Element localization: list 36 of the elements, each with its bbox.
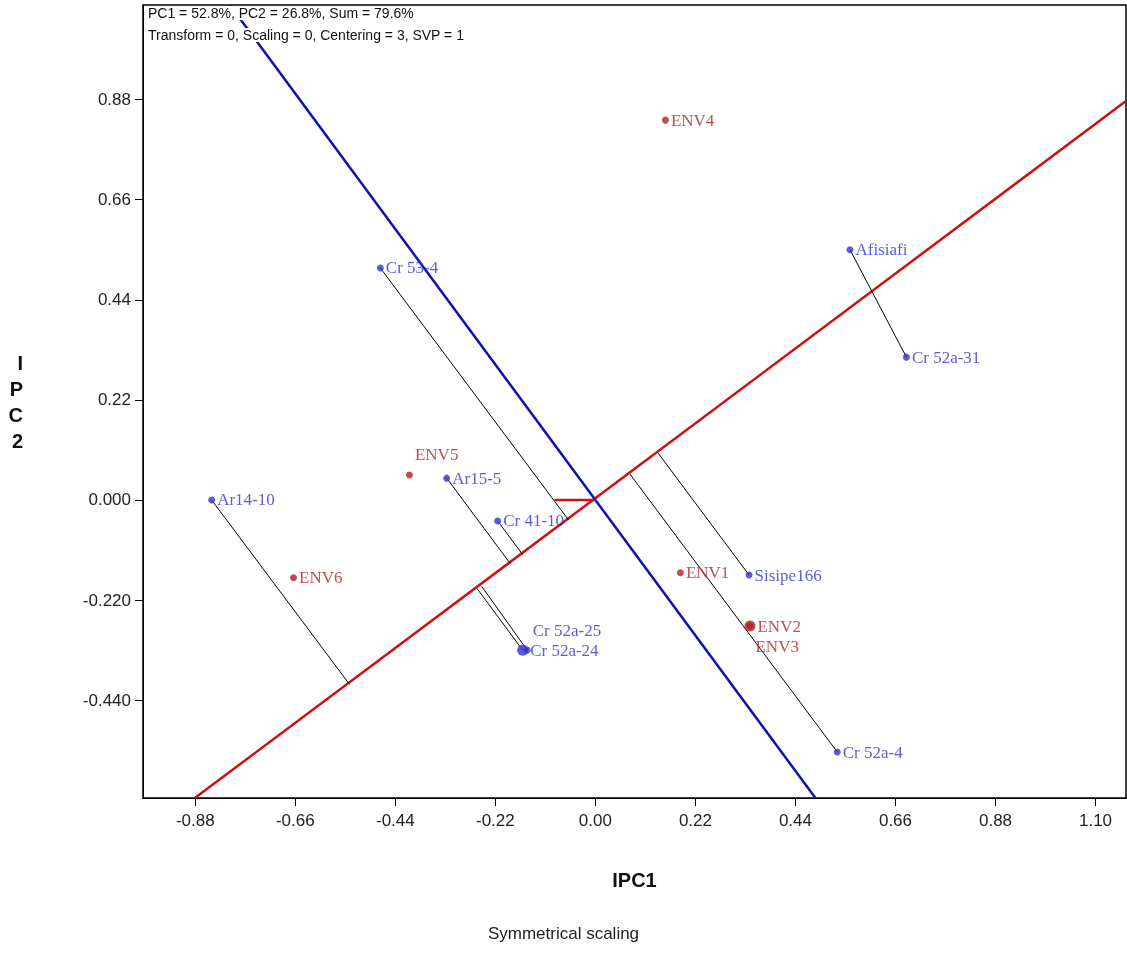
series-label: ENV2 xyxy=(757,616,801,636)
x-tick-label: -0.22 xyxy=(476,811,515,830)
x-tick-label: 0.00 xyxy=(578,811,612,830)
annotation: Transform = 0, Scaling = 0, Centering = 3, SVP = 1 xyxy=(148,27,465,43)
annotation: PC1 = 52.8%, PC2 = 26.8%, Sum = 79.6% xyxy=(148,5,414,21)
series-label: ENV5 xyxy=(414,445,459,465)
series-label: Cr 41-10 xyxy=(503,511,565,531)
series-label: Cr 52a-31 xyxy=(911,347,981,367)
series-label: ENV4 xyxy=(670,110,715,130)
x-axis-title: IPC1 xyxy=(612,869,657,891)
series-label: Cr 52a-25 xyxy=(532,620,602,640)
y-tick-label: 0.44 xyxy=(97,290,131,310)
series-label: Cr 52a-24 xyxy=(530,640,600,660)
x-tick-label: -0.88 xyxy=(175,811,215,830)
y-tick-label: -0.440 xyxy=(82,690,131,710)
x-tick-label: 0.88 xyxy=(978,811,1013,830)
y-tick-label: 0.88 xyxy=(97,90,131,110)
series-label: ENV6 xyxy=(299,568,343,588)
series-label: Sisipe166 xyxy=(754,565,822,585)
x-tick-label: 0.22 xyxy=(678,811,712,830)
series-label: Ar14-10 xyxy=(217,490,275,510)
x-tick-label: 1.10 xyxy=(1078,811,1113,830)
series-label: ENV3 xyxy=(755,636,799,656)
x-tick-label: -0.66 xyxy=(275,811,315,830)
y-tick-label: 0.000 xyxy=(88,490,131,510)
series-label: Ar15-5 xyxy=(452,468,502,488)
y-tick-label: 0.66 xyxy=(97,190,131,210)
y-tick-label: 0.22 xyxy=(97,390,131,410)
series-label: Cr 52a-4 xyxy=(842,742,904,762)
x-tick-label: 0.66 xyxy=(878,811,913,830)
y-tick-label: -0.220 xyxy=(82,590,131,610)
x-tick-label: 0.44 xyxy=(778,811,812,830)
y-axis-title: IPC2 xyxy=(8,351,23,452)
series-label: Afisiafi xyxy=(855,240,908,260)
text: Symmetrical scaling xyxy=(487,924,640,943)
x-tick-label: -0.44 xyxy=(375,811,415,830)
